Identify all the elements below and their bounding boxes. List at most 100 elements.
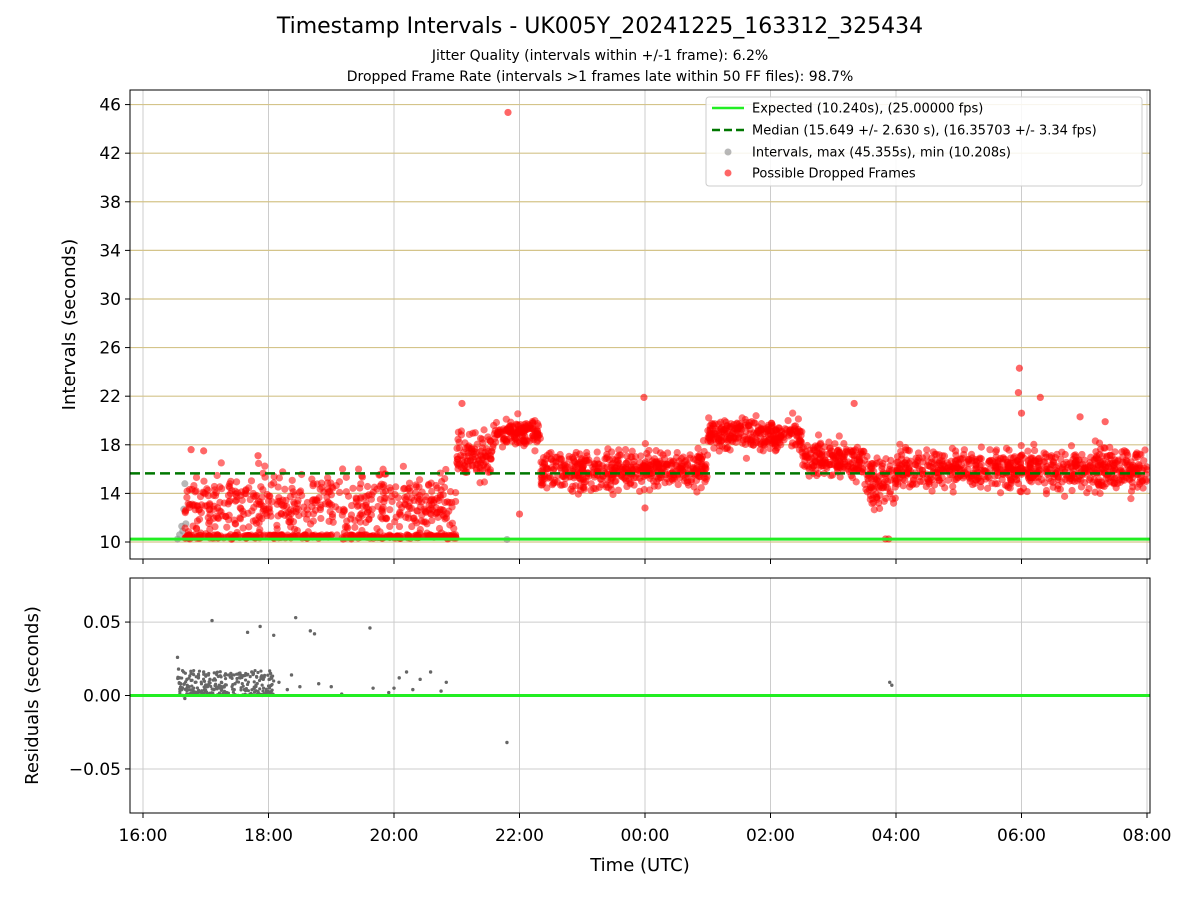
dropped-frame-point [265,492,273,500]
dropped-frame-point [342,488,350,496]
residual-point [308,629,313,633]
dropped-frame-point [317,479,326,487]
residual-point [285,687,290,692]
dropped-frame-point [923,452,931,460]
dropped-frame-point [1135,462,1144,470]
residual-point [260,683,264,687]
dropped-frame-point [376,482,384,490]
dropped-frame-outlier [1015,364,1024,372]
dropped-frame-point [236,514,244,522]
dropped-frame-point [597,475,605,483]
dropped-frame-point [416,525,424,534]
residual-point [202,672,206,676]
dropped-frame-point [201,490,209,498]
dropped-frame-point [259,469,267,477]
residual-point [177,676,182,680]
dropped-frame-point [433,494,441,502]
top-axes-frame [129,89,1151,560]
dropped-frame-point [428,487,436,496]
residual-point [199,690,204,695]
dropped-frame-point [803,441,811,450]
dropped-frame-point [263,512,271,520]
dropped-frame-point [261,462,269,470]
dropped-frame-point [967,450,976,458]
dropped-frame-point [838,465,847,473]
residual-point [256,670,260,675]
dropped-frame-point [182,506,190,514]
dropped-frame-point [357,493,365,502]
dropped-frame-point [873,495,881,503]
residual-point [237,671,241,675]
dropped-frame-point [309,517,317,525]
dropped-frame-point [726,446,734,454]
dropped-frame-point [357,531,366,539]
dropped-frame-point [304,510,312,518]
dropped-frame-point [826,444,834,452]
dropped-frame-point [849,473,857,482]
dropped-frame-point [785,430,794,439]
dropped-frame-point [933,468,941,477]
dropped-frame-point [471,429,479,437]
dropped-frame-point [906,480,915,488]
dropped-frame-point [683,477,692,485]
jitter-quality-subtitle: Jitter Quality (intervals within +/-1 fr… [431,48,769,64]
residual-point [272,679,276,683]
dropped-frame-point [923,446,931,454]
residual-point [224,673,228,677]
dropped-frame-point [949,488,957,496]
dropped-frame-point [733,420,741,428]
dropped-frame-point [1120,447,1128,455]
dropped-frame-point [437,486,445,494]
residual-point [208,677,212,682]
dropped-frame-point [454,428,463,436]
bottom-panel: −0.05 0.00 0.05 16:00 18:00 20:00 22:00 00:00 02… [22,577,1172,876]
dropped-frame-point [427,504,435,513]
dropped-frame-point [340,506,349,515]
residual-point [196,676,201,680]
dropped-frame-point [705,434,713,442]
residual-point [264,689,269,693]
residual-point [268,677,272,681]
dropped-frame-point [747,438,755,446]
dropped-frame-point [607,485,616,494]
top-panel: 10 14 18 22 26 30 34 38 42 46 Intervals (seconds) E… [59,89,1151,564]
dropped-frame-point [875,504,884,513]
dropped-frame-point [386,506,394,514]
legend: Expected (10.240s), (25.00000 fps) Median… [705,96,1143,187]
dropped-frame-point [772,427,780,435]
dropped-frame-point [1136,478,1144,486]
bottom-xtick-label: 16:00 [119,826,168,846]
dropped-frame-point [771,434,779,442]
dropped-frame-point [925,478,933,486]
dropped-frame-point [641,440,649,448]
residual-point [371,686,375,690]
dropped-frame-outlier [1076,413,1084,421]
dropped-frame-point [539,454,548,462]
dropped-frame-point [446,521,454,529]
residual-point [248,675,252,679]
residual-point [212,671,216,675]
dropped-frame-point [752,412,760,420]
residual-point [259,669,263,673]
dropped-frame-point [231,520,240,528]
dropped-frame-point [498,443,507,451]
residual-point [255,675,259,679]
dropped-frame-point [992,446,1001,454]
bottom-xtick-label: 06:00 [997,826,1046,846]
dropped-frame-point [844,462,852,470]
dropped-frame-point [1078,450,1086,459]
residual-point [242,687,247,692]
dropped-frame-point [993,480,1001,488]
residual-point [215,671,219,675]
residual-point [890,683,894,687]
dropped-frame-point [313,496,321,504]
dropped-frame-point [247,477,256,485]
dropped-frame-point [964,465,972,474]
dropped-frame-point [436,506,444,514]
bottom-xtick-label: 08:00 [1123,826,1172,846]
dropped-frame-point [654,462,662,471]
dropped-frame-point [653,478,661,486]
dropped-frame-point [706,425,715,433]
top-ytick-label: 18 [99,436,121,456]
residual-point [185,688,189,693]
